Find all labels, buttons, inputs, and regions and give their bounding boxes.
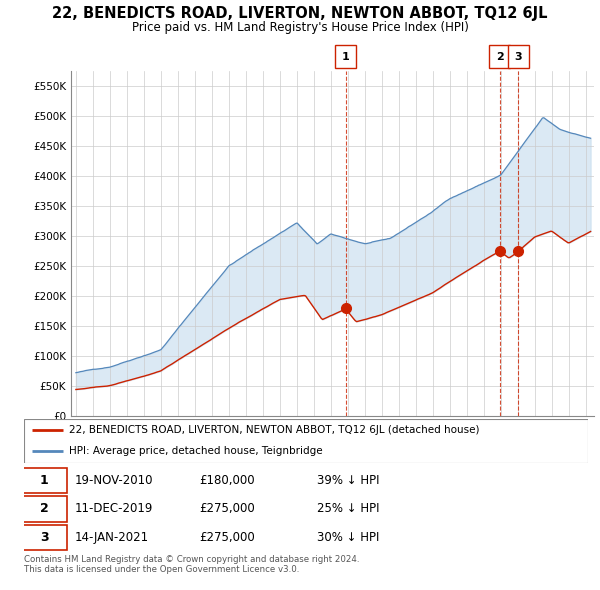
Text: Price paid vs. HM Land Registry's House Price Index (HPI): Price paid vs. HM Land Registry's House … [131, 21, 469, 34]
Text: £275,000: £275,000 [199, 531, 254, 544]
Text: £275,000: £275,000 [199, 502, 254, 516]
Text: 1: 1 [40, 474, 49, 487]
FancyBboxPatch shape [21, 496, 67, 522]
Text: 3: 3 [40, 531, 49, 544]
Text: 19-NOV-2010: 19-NOV-2010 [75, 474, 153, 487]
Text: Contains HM Land Registry data © Crown copyright and database right 2024.
This d: Contains HM Land Registry data © Crown c… [24, 555, 359, 574]
Text: 30% ↓ HPI: 30% ↓ HPI [317, 531, 380, 544]
Text: 1: 1 [342, 52, 350, 61]
Text: 2: 2 [496, 52, 503, 61]
Text: 3: 3 [514, 52, 522, 61]
Text: 2: 2 [40, 502, 49, 516]
Text: 14-JAN-2021: 14-JAN-2021 [75, 531, 149, 544]
Text: HPI: Average price, detached house, Teignbridge: HPI: Average price, detached house, Teig… [69, 446, 323, 455]
Text: 11-DEC-2019: 11-DEC-2019 [75, 502, 153, 516]
Text: 25% ↓ HPI: 25% ↓ HPI [317, 502, 380, 516]
FancyBboxPatch shape [21, 525, 67, 550]
Text: 39% ↓ HPI: 39% ↓ HPI [317, 474, 380, 487]
FancyBboxPatch shape [21, 467, 67, 493]
Text: 22, BENEDICTS ROAD, LIVERTON, NEWTON ABBOT, TQ12 6JL (detached house): 22, BENEDICTS ROAD, LIVERTON, NEWTON ABB… [69, 425, 479, 435]
Text: £180,000: £180,000 [199, 474, 254, 487]
Text: 22, BENEDICTS ROAD, LIVERTON, NEWTON ABBOT, TQ12 6JL: 22, BENEDICTS ROAD, LIVERTON, NEWTON ABB… [52, 6, 548, 21]
